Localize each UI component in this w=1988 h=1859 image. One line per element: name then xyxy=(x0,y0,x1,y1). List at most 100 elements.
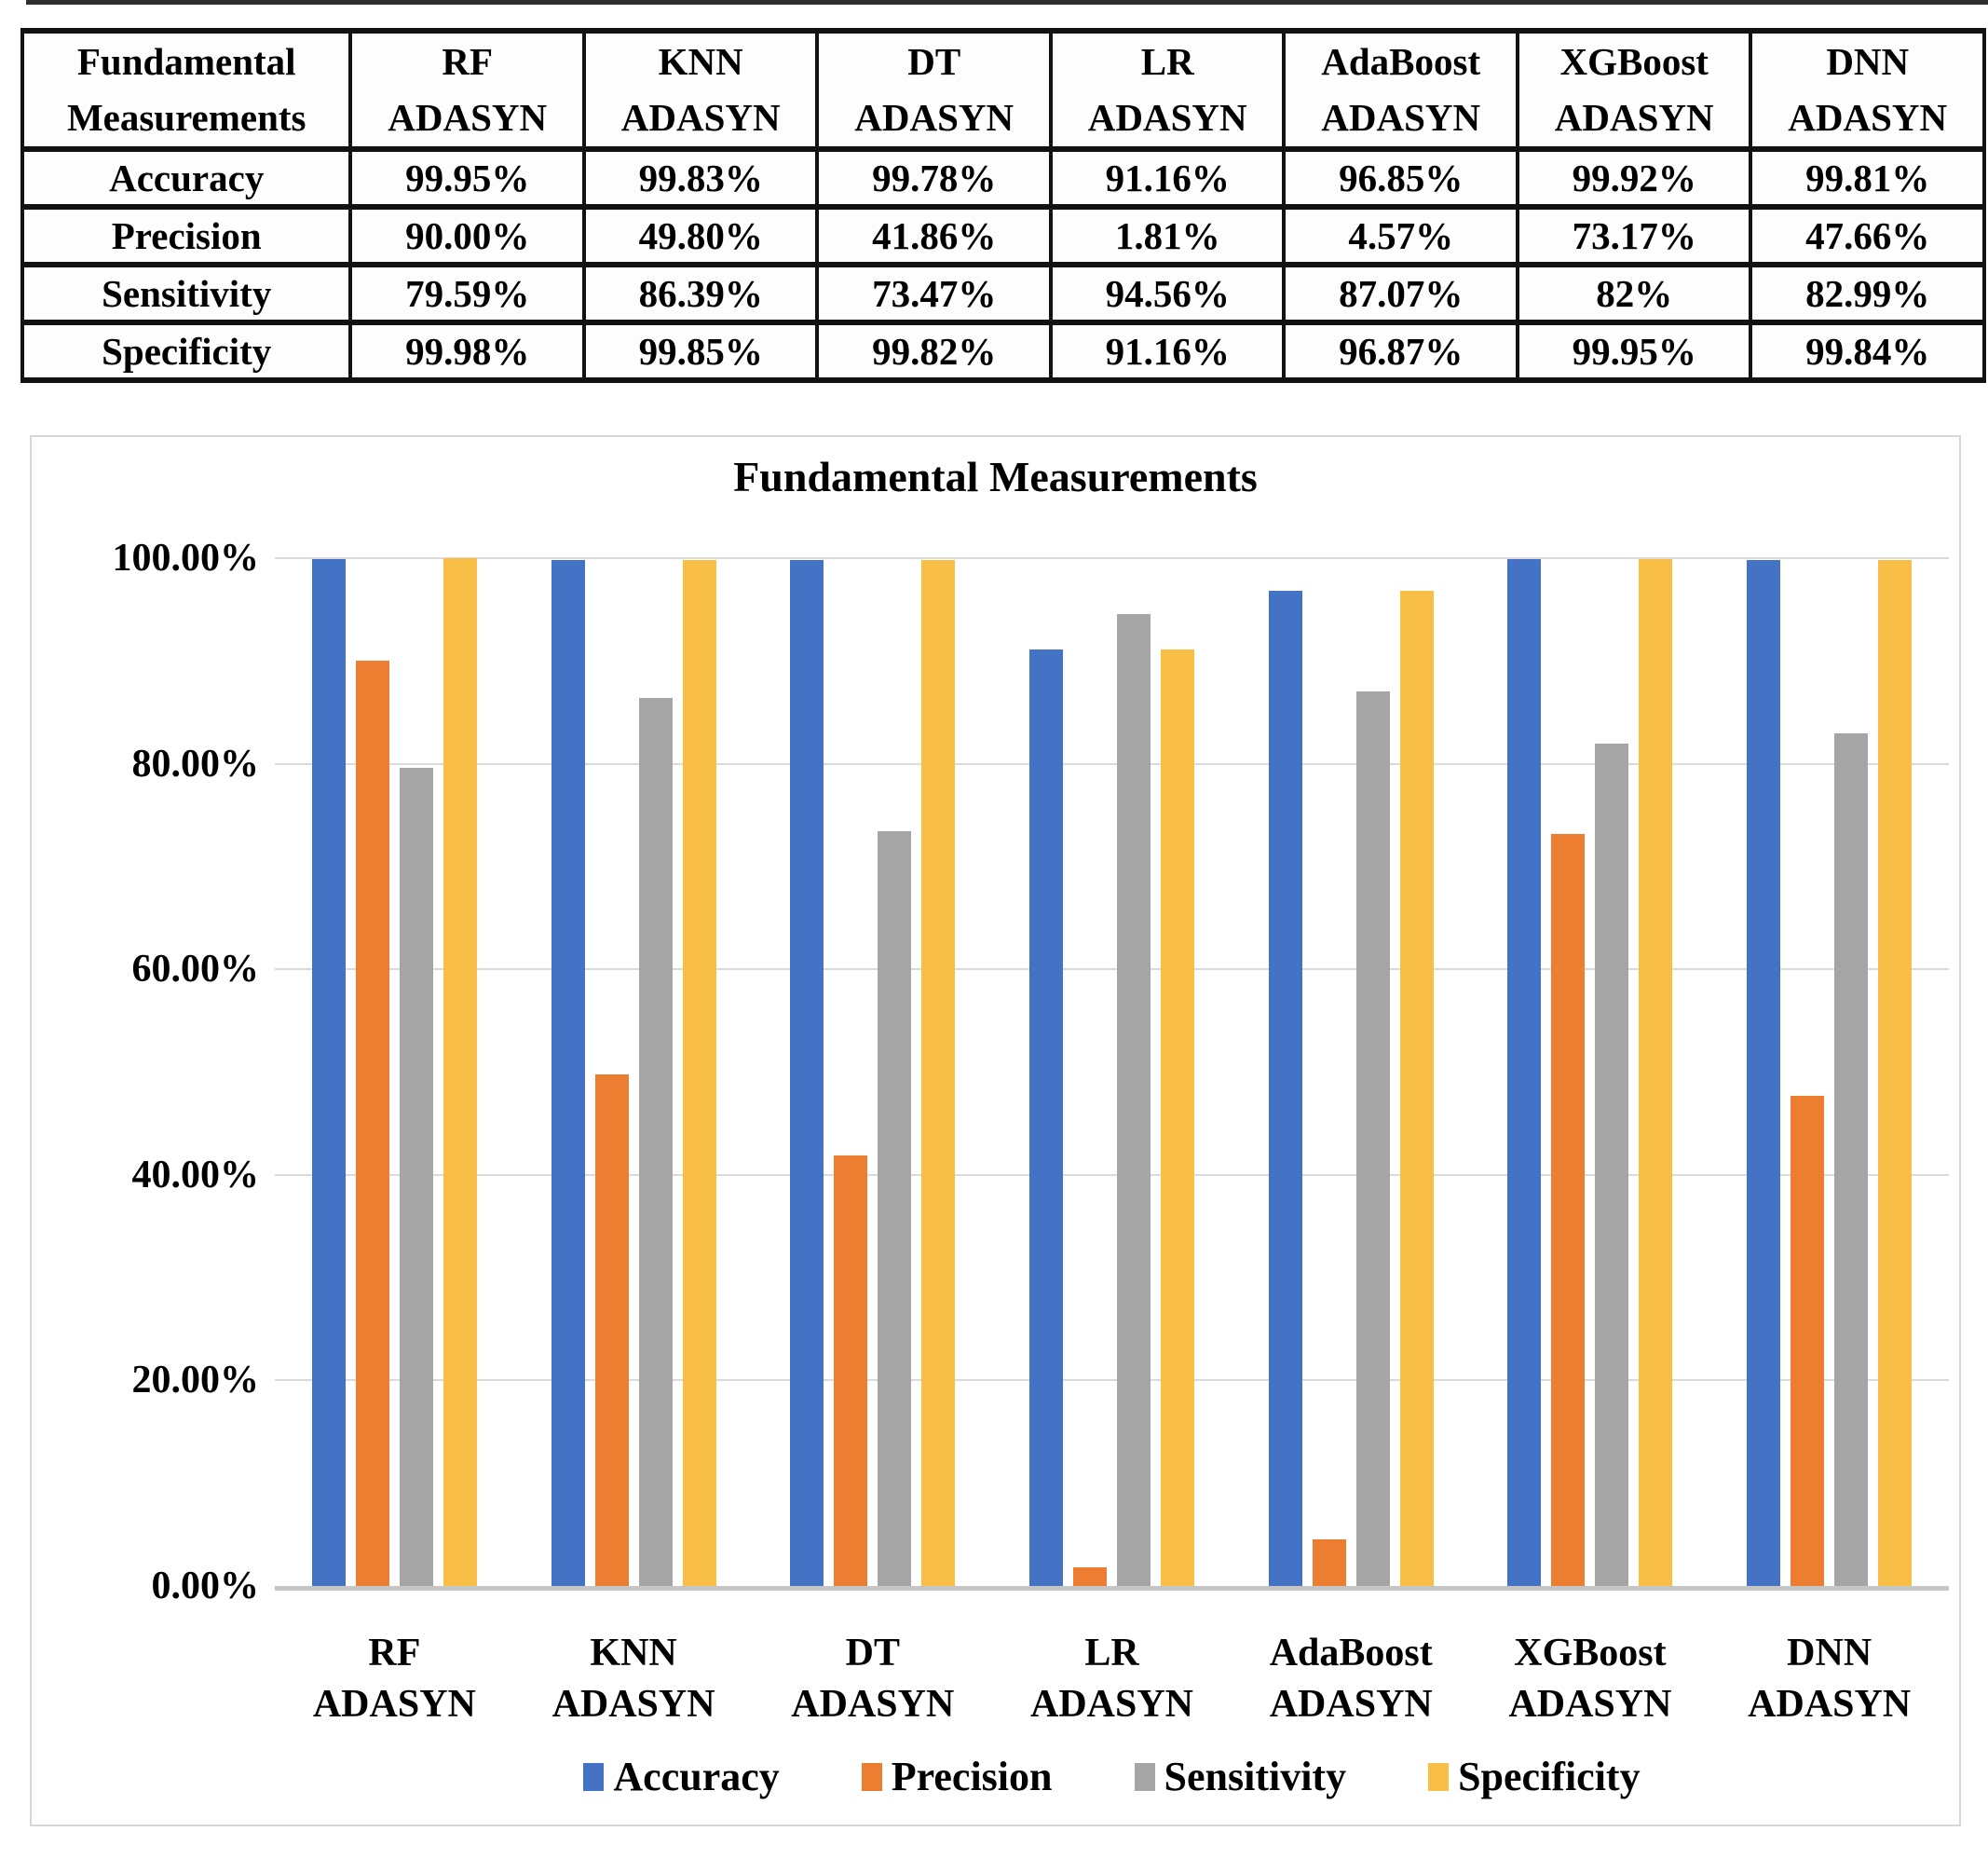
cell-sensitivity-dt: 73.47% xyxy=(815,262,1053,325)
bar-specificity-rf-adasyn xyxy=(443,558,477,1586)
bar-precision-dnn-adasyn xyxy=(1791,1096,1825,1586)
y-axis: 100.00% 80.00% 60.00% 40.00% 20.00% 0.00% xyxy=(32,437,260,1825)
bar-precision-dt-adasyn xyxy=(834,1155,868,1586)
bar-accuracy-knn-adasyn xyxy=(551,559,585,1586)
bar-specificity-knn-adasyn xyxy=(682,559,716,1586)
chart-title: Fundamental Measurements xyxy=(733,453,1258,500)
x-label-line: DT xyxy=(845,1632,900,1674)
table-corner-header: Fundamental Measurements xyxy=(20,28,353,152)
x-label-lr-adasyn: LR ADASYN xyxy=(992,1628,1232,1731)
row-label-specificity: Specificity xyxy=(20,320,353,383)
table-header-row: Fundamental Measurements RF ADASYN KNN ADAS… xyxy=(20,28,1986,152)
bar-sensitivity-knn-adasyn xyxy=(638,698,673,1586)
column-header-sub: ADASYN xyxy=(1554,95,1714,139)
column-header-knn: KNN ADASYN xyxy=(581,28,820,152)
gridline-80 xyxy=(275,762,1949,765)
cell-sensitivity-xgboost: 82% xyxy=(1515,262,1753,325)
bar-accuracy-rf-adasyn xyxy=(311,558,346,1586)
column-header-rf: RF ADASYN xyxy=(348,28,586,152)
legend-label-precision: Precision xyxy=(891,1754,1053,1799)
bar-sensitivity-dnn-adasyn xyxy=(1834,732,1869,1586)
bar-accuracy-xgboost-adasyn xyxy=(1507,558,1542,1586)
column-header-sub: ADASYN xyxy=(1321,95,1481,139)
bar-sensitivity-adaboost-adasyn xyxy=(1355,690,1390,1586)
bar-group-rf-adasyn xyxy=(275,558,514,1586)
x-axis: RF ADASYN KNN ADASYN DT ADASYN LR ADASYN AdaBoos… xyxy=(275,1628,1949,1731)
x-label-adaboost-adasyn: AdaBoost ADASYN xyxy=(1232,1628,1471,1731)
bar-group-dnn-adasyn xyxy=(1709,558,1949,1586)
x-label-line: XGBoost xyxy=(1514,1632,1667,1674)
legend-item-precision: Precision xyxy=(861,1753,1053,1800)
gridline-20 xyxy=(275,1379,1949,1382)
column-header-name: RF xyxy=(442,40,494,84)
cell-precision-xgboost: 73.17% xyxy=(1515,204,1753,267)
x-label-line: RF xyxy=(368,1632,421,1674)
column-header-lr: LR ADASYN xyxy=(1048,28,1287,152)
x-label-line: ADASYN xyxy=(1748,1683,1912,1727)
cell-precision-adaboost: 4.57% xyxy=(1282,204,1519,267)
chart-legend: Accuracy Precision Sensitivity Specificity xyxy=(275,1753,1949,1800)
legend-label-specificity: Specificity xyxy=(1458,1754,1641,1799)
x-label-dnn-adasyn: DNN ADASYN xyxy=(1709,1628,1949,1731)
cell-specificity-dt: 99.82% xyxy=(815,320,1053,383)
bar-sensitivity-xgboost-adasyn xyxy=(1595,743,1629,1586)
y-tick-20: 20.00% xyxy=(131,1359,260,1402)
cell-precision-dnn: 47.66% xyxy=(1749,204,1986,267)
cell-accuracy-xgboost: 99.92% xyxy=(1515,146,1753,210)
bar-accuracy-dt-adasyn xyxy=(790,560,824,1586)
gridline-100 xyxy=(275,557,1949,559)
plot-area xyxy=(275,557,1949,1591)
cell-precision-lr: 1.81% xyxy=(1048,204,1287,267)
gridline-60 xyxy=(275,968,1949,971)
column-header-sub: ADASYN xyxy=(854,95,1014,139)
bar-specificity-dnn-adasyn xyxy=(1878,559,1913,1586)
column-header-name: DNN xyxy=(1826,40,1910,84)
cell-accuracy-knn: 99.83% xyxy=(581,146,820,210)
cell-accuracy-dt: 99.78% xyxy=(815,146,1053,210)
bar-group-adaboost-adasyn xyxy=(1232,558,1471,1586)
x-label-rf-adasyn: RF ADASYN xyxy=(275,1628,514,1731)
bar-precision-knn-adasyn xyxy=(594,1073,629,1586)
table-row-specificity: Specificity 99.98% 99.85% 99.82% 91.16% 96.87… xyxy=(20,320,1986,383)
cell-sensitivity-knn: 86.39% xyxy=(581,262,820,325)
cell-specificity-adaboost: 96.87% xyxy=(1282,320,1519,383)
x-label-line: ADASYN xyxy=(312,1683,476,1727)
legend-item-specificity: Specificity xyxy=(1428,1753,1641,1800)
x-label-line: ADASYN xyxy=(1030,1683,1194,1727)
row-label-sensitivity: Sensitivity xyxy=(20,262,353,325)
cell-specificity-dnn: 99.84% xyxy=(1749,320,1986,383)
column-header-sub: ADASYN xyxy=(1087,95,1247,139)
column-header-name: KNN xyxy=(658,40,743,84)
bar-specificity-dt-adasyn xyxy=(921,560,956,1586)
column-header-name: XGBoost xyxy=(1559,40,1709,84)
cell-sensitivity-lr: 94.56% xyxy=(1048,262,1287,325)
bar-specificity-lr-adasyn xyxy=(1161,649,1195,1586)
table-row-accuracy: Accuracy 99.95% 99.83% 99.78% 91.16% 96.85% 99… xyxy=(20,146,1986,210)
bar-precision-rf-adasyn xyxy=(355,661,389,1586)
y-tick-40: 40.00% xyxy=(131,1153,260,1196)
cell-sensitivity-adaboost: 87.07% xyxy=(1282,262,1519,325)
column-header-dnn: DNN ADASYN xyxy=(1749,28,1986,152)
legend-swatch-accuracy xyxy=(583,1762,605,1791)
table-row-precision: Precision 90.00% 49.80% 41.86% 1.81% 4.57% 73.… xyxy=(20,204,1986,267)
legend-swatch-precision xyxy=(861,1762,882,1791)
y-tick-80: 80.00% xyxy=(131,742,260,786)
column-header-name: DT xyxy=(907,40,961,84)
column-header-sub: ADASYN xyxy=(388,95,548,139)
x-label-line: ADASYN xyxy=(551,1683,715,1727)
column-header-sub: ADASYN xyxy=(620,95,781,139)
corner-header-line1: Fundamental xyxy=(76,40,296,84)
bar-accuracy-lr-adasyn xyxy=(1029,649,1064,1586)
column-header-adaboost: AdaBoost ADASYN xyxy=(1282,28,1519,152)
cell-precision-rf: 90.00% xyxy=(348,204,586,267)
x-label-xgboost-adasyn: XGBoost ADASYN xyxy=(1471,1628,1710,1731)
legend-item-sensitivity: Sensitivity xyxy=(1134,1753,1346,1800)
legend-label-accuracy: Accuracy xyxy=(613,1754,780,1799)
cell-precision-knn: 49.80% xyxy=(581,204,820,267)
bar-accuracy-dnn-adasyn xyxy=(1747,560,1781,1586)
x-label-line: ADASYN xyxy=(1508,1683,1672,1727)
column-header-name: LR xyxy=(1140,40,1194,84)
column-header-sub: ADASYN xyxy=(1788,95,1948,139)
legend-swatch-specificity xyxy=(1428,1762,1450,1791)
